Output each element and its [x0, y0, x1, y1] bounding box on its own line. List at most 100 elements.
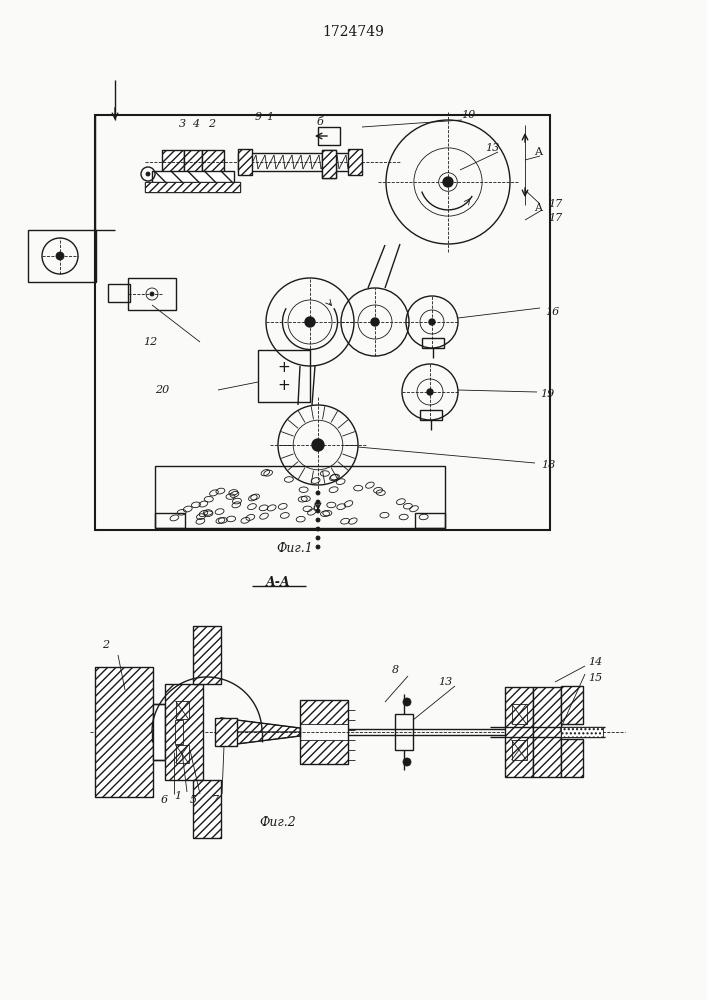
Bar	[238, 153, 358, 171]
Bar	[561, 739, 583, 777]
Text: 17: 17	[548, 213, 562, 223]
Text: 1: 1	[267, 112, 274, 122]
Circle shape	[443, 177, 453, 187]
Bar	[322, 150, 336, 178]
Text: 6: 6	[160, 795, 168, 805]
Text: 5: 5	[189, 795, 197, 805]
Bar	[322, 150, 336, 178]
Circle shape	[316, 545, 320, 549]
Circle shape	[56, 252, 64, 260]
Text: 14: 14	[588, 657, 602, 667]
Text: 4: 4	[192, 119, 199, 129]
Circle shape	[316, 527, 320, 531]
Text: Фиг.2: Фиг.2	[259, 816, 296, 828]
Bar	[395, 714, 413, 750]
Bar	[162, 150, 184, 172]
Bar	[505, 687, 533, 777]
Bar	[348, 149, 362, 175]
Text: 15: 15	[588, 673, 602, 683]
Bar	[152, 171, 234, 185]
Bar	[95, 667, 153, 797]
Text: 17: 17	[548, 199, 562, 209]
Bar	[300, 740, 348, 764]
Bar	[153, 704, 165, 760]
Text: A: A	[534, 147, 542, 157]
Bar	[28, 230, 96, 282]
Text: +: +	[278, 377, 291, 392]
Text: 13: 13	[438, 677, 452, 687]
Bar	[145, 182, 240, 192]
Bar	[155, 513, 185, 528]
Circle shape	[146, 172, 150, 176]
Text: б: б	[312, 503, 320, 513]
Bar	[258, 350, 310, 402]
Bar	[145, 182, 240, 192]
Bar	[533, 687, 561, 777]
Text: 1: 1	[175, 791, 182, 801]
Bar	[561, 686, 583, 724]
Bar	[300, 700, 348, 724]
Bar	[165, 684, 203, 780]
Circle shape	[316, 509, 320, 513]
Text: 16: 16	[545, 307, 559, 317]
Circle shape	[150, 292, 154, 296]
Bar	[165, 684, 203, 780]
Bar	[415, 513, 445, 528]
Bar	[175, 745, 189, 763]
Bar	[215, 718, 237, 746]
Bar	[533, 687, 561, 777]
Bar	[561, 739, 583, 777]
Bar	[511, 740, 527, 760]
Bar	[238, 149, 252, 175]
Bar	[184, 150, 202, 172]
Circle shape	[316, 491, 320, 495]
Text: 2: 2	[209, 119, 216, 129]
Circle shape	[403, 698, 411, 706]
Bar	[202, 150, 224, 172]
Text: 1724749: 1724749	[322, 25, 384, 39]
Circle shape	[429, 319, 435, 325]
Bar	[561, 727, 603, 737]
Bar	[202, 150, 224, 172]
Text: 9: 9	[255, 112, 262, 122]
Text: 7: 7	[211, 795, 218, 805]
Circle shape	[316, 518, 320, 522]
Circle shape	[316, 500, 320, 504]
Circle shape	[427, 389, 433, 395]
Bar	[322, 150, 336, 178]
Bar	[561, 686, 583, 724]
Bar	[95, 667, 153, 797]
Text: 10: 10	[461, 110, 475, 120]
Bar	[95, 115, 550, 530]
Bar	[152, 171, 234, 185]
Text: 18: 18	[541, 460, 555, 470]
Circle shape	[403, 758, 411, 766]
Bar	[128, 278, 176, 310]
Circle shape	[312, 439, 324, 451]
Text: A: A	[534, 203, 542, 213]
Bar	[108, 284, 130, 302]
Bar	[215, 718, 237, 746]
Polygon shape	[221, 718, 300, 732]
Text: 3: 3	[178, 119, 185, 129]
Bar	[175, 720, 183, 744]
Bar	[193, 626, 221, 684]
Circle shape	[305, 317, 315, 327]
Bar	[348, 149, 362, 175]
Bar	[505, 687, 533, 777]
Text: A-A: A-A	[266, 576, 291, 588]
Bar	[300, 700, 348, 764]
Bar	[193, 780, 221, 838]
Bar	[175, 701, 189, 719]
Bar	[193, 626, 221, 684]
Text: 12: 12	[143, 337, 157, 347]
Circle shape	[316, 536, 320, 540]
Text: б: б	[317, 117, 323, 127]
Bar	[162, 150, 184, 172]
Bar	[184, 150, 202, 172]
Text: 19: 19	[540, 389, 554, 399]
Bar	[422, 338, 444, 348]
Text: 20: 20	[155, 385, 169, 395]
Text: 8: 8	[392, 665, 399, 675]
Text: +: +	[278, 360, 291, 375]
